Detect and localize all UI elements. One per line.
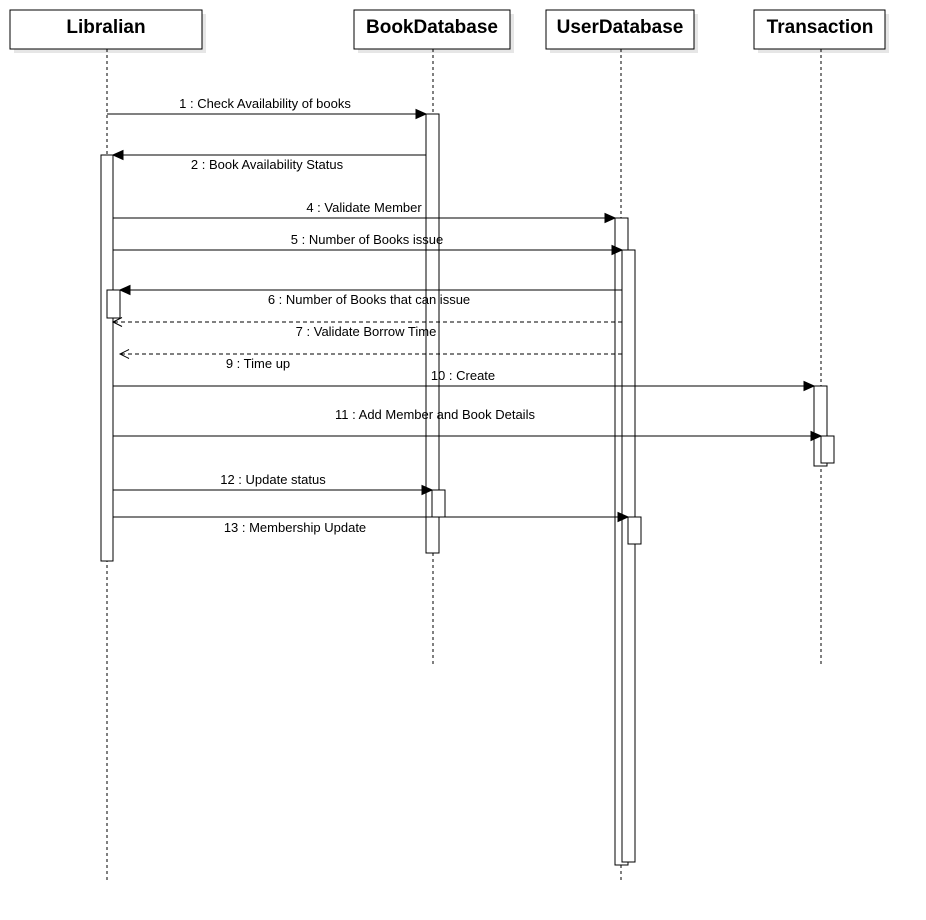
arrowhead-open-icon (118, 349, 130, 359)
message-5: 5 : Number of Books issue (113, 232, 624, 256)
message-label-6: 6 : Number of Books that can issue (268, 292, 470, 307)
arrowhead-filled-icon (810, 430, 823, 442)
arrowhead-filled-icon (617, 511, 630, 523)
message-label-9: 9 : Time up (226, 356, 290, 371)
arrowhead-open-icon (111, 317, 123, 327)
message-11: 11 : Add Member and Book Details (113, 407, 823, 442)
lifeline-title-bookdb: BookDatabase (366, 17, 498, 38)
activation-bookdb (425, 113, 440, 554)
arrowhead-filled-icon (118, 284, 131, 296)
activation-userdb-update (627, 516, 642, 545)
activation-librarian-self (106, 289, 121, 319)
message-9: 9 : Time up (118, 349, 622, 371)
activation-transaction-nested (820, 435, 835, 464)
message-1: 1 : Check Availability of books (107, 96, 428, 120)
arrowhead-filled-icon (803, 380, 816, 392)
message-label-2: 2 : Book Availability Status (191, 157, 344, 172)
arrowhead-filled-icon (611, 244, 624, 256)
message-label-1: 1 : Check Availability of books (179, 96, 351, 111)
message-13: 13 : Membership Update (113, 511, 630, 535)
message-label-10: 10 : Create (431, 368, 495, 383)
message-2: 2 : Book Availability Status (111, 149, 426, 172)
arrowhead-filled-icon (111, 149, 124, 161)
lifeline-title-userdb: UserDatabase (557, 17, 684, 38)
arrowhead-filled-icon (415, 108, 428, 120)
message-label-7: 7 : Validate Borrow Time (296, 324, 437, 339)
message-label-11: 11 : Add Member and Book Details (335, 407, 535, 422)
message-12: 12 : Update status (113, 472, 434, 496)
lifeline-title-transaction: Transaction (767, 17, 874, 38)
message-label-13: 13 : Membership Update (224, 520, 366, 535)
activation-bookdb-update (431, 489, 446, 518)
lifeline-userdb: UserDatabase (545, 9, 698, 53)
lifeline-transaction: Transaction (753, 9, 889, 53)
activation-userdb-nested (621, 249, 636, 863)
lifeline-librarian: Libralian (9, 9, 206, 53)
lifeline-bookdb: BookDatabase (353, 9, 514, 53)
message-7: 7 : Validate Borrow Time (111, 317, 622, 339)
activation-librarian (100, 154, 114, 562)
message-6: 6 : Number of Books that can issue (118, 284, 622, 307)
arrowhead-filled-icon (421, 484, 434, 496)
message-label-5: 5 : Number of Books issue (291, 232, 443, 247)
arrowhead-filled-icon (604, 212, 617, 224)
message-label-12: 12 : Update status (220, 472, 326, 487)
message-10: 10 : Create (113, 368, 816, 392)
message-label-4: 4 : Validate Member (306, 200, 422, 215)
message-4: 4 : Validate Member (113, 200, 617, 224)
lifeline-title-librarian: Libralian (66, 17, 145, 38)
